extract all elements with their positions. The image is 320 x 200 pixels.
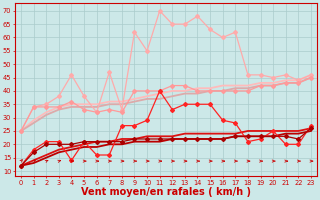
X-axis label: Vent moyen/en rafales ( km/h ): Vent moyen/en rafales ( km/h ) (81, 187, 251, 197)
